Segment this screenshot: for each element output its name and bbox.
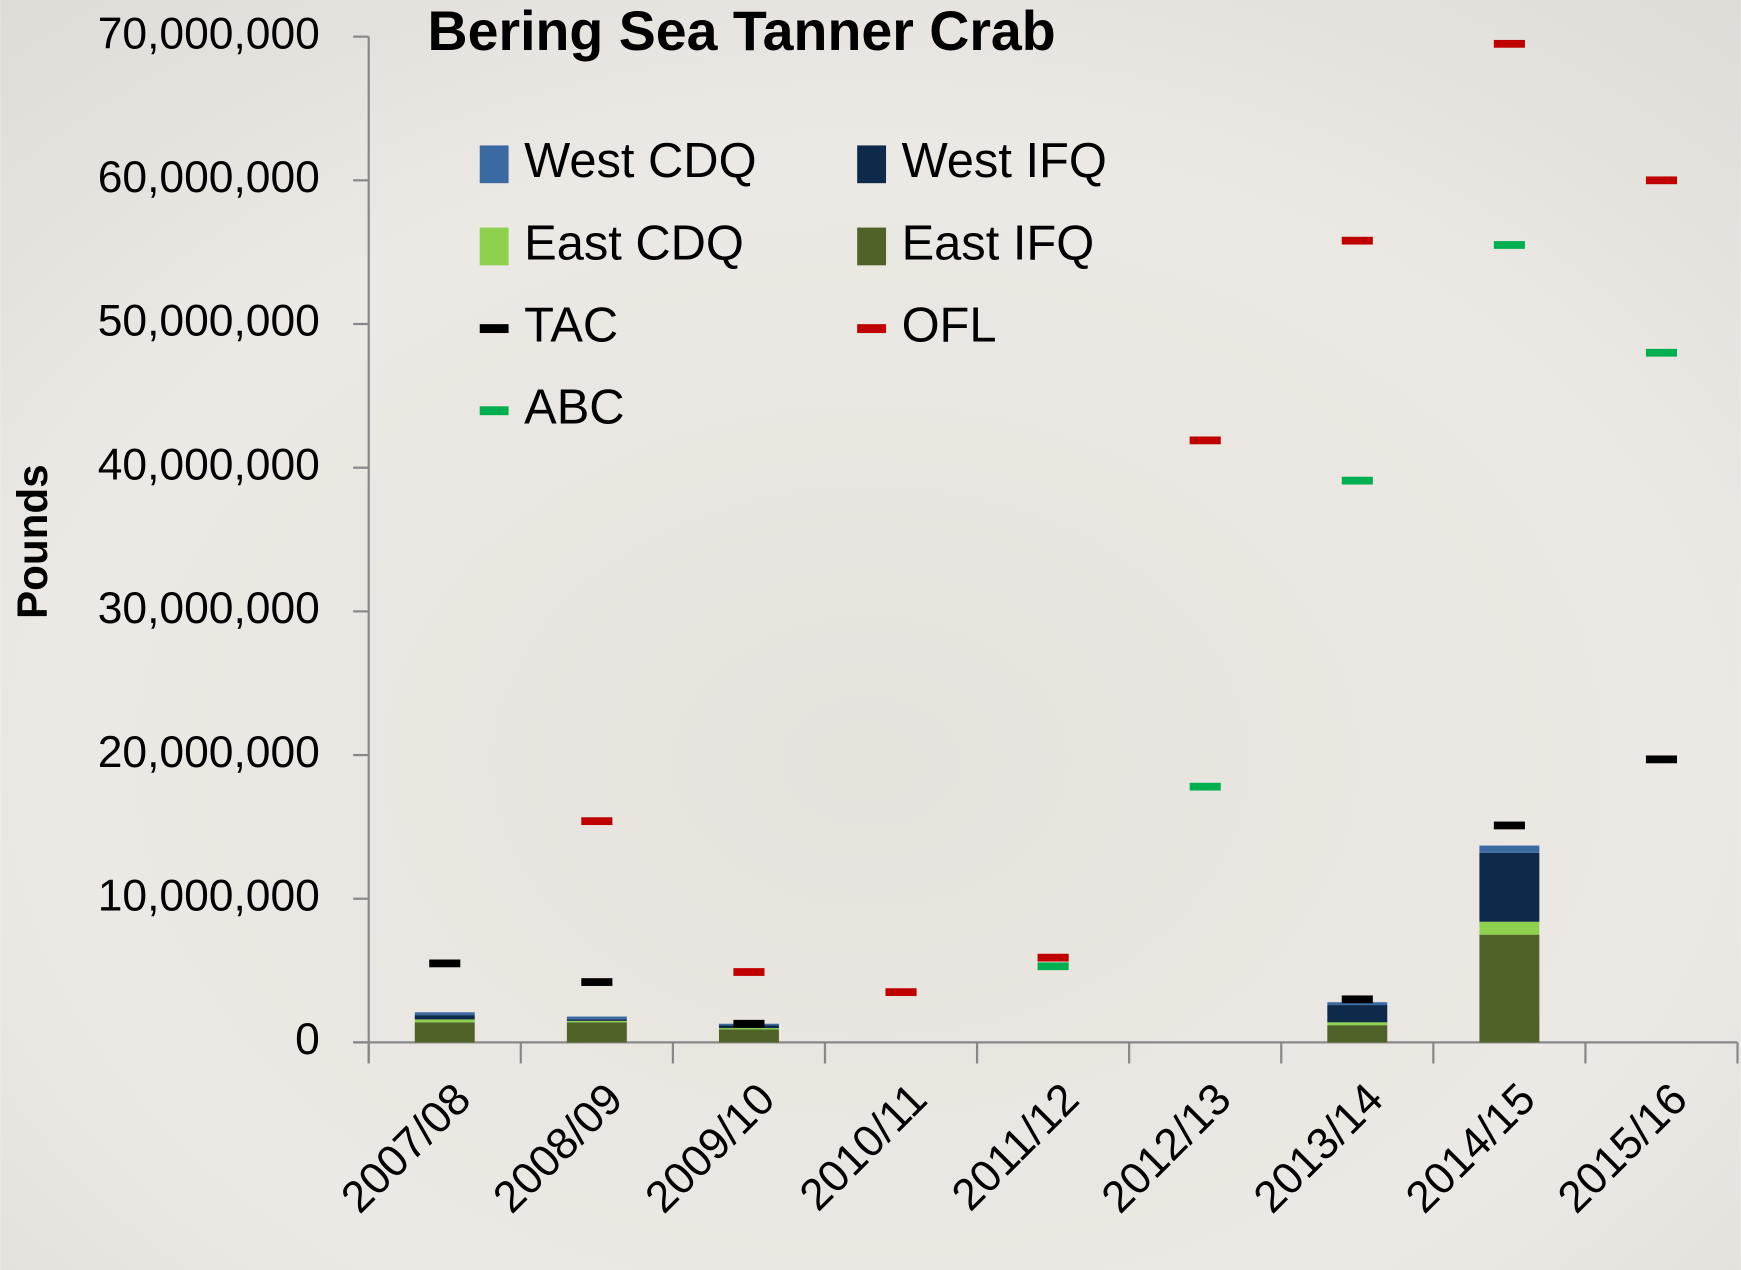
bar-segment	[415, 1022, 475, 1042]
y-tick-label: 10,000,000	[98, 871, 320, 920]
legend-swatch	[857, 228, 886, 266]
bar-segment	[1327, 1022, 1387, 1025]
legend-swatch	[480, 324, 509, 333]
marker	[1038, 962, 1069, 970]
legend-label: ABC	[524, 381, 624, 435]
marker	[1494, 241, 1525, 249]
marker	[1646, 349, 1677, 357]
y-tick-label: 0	[295, 1015, 320, 1064]
bar-segment	[1479, 846, 1539, 853]
bar-segment	[415, 1019, 475, 1022]
marker	[733, 968, 764, 976]
legend-swatch	[480, 228, 509, 266]
chart: Bering Sea Tanner Crab Pounds 0 10,000,00…	[0, 0, 1741, 1270]
bar-segment	[1479, 853, 1539, 922]
y-tick-label: 20,000,000	[98, 728, 320, 777]
legend-label: TAC	[524, 299, 618, 353]
marker	[1190, 437, 1221, 445]
bar-segment	[1479, 922, 1539, 935]
y-tick-label: 40,000,000	[98, 440, 320, 489]
y-tick-label: 50,000,000	[98, 297, 320, 346]
legend-swatch	[480, 406, 509, 415]
legend-label: East CDQ	[524, 216, 744, 270]
bar-segment	[567, 1022, 627, 1042]
marker	[1190, 783, 1221, 791]
bar-segment	[567, 1019, 627, 1020]
marker	[1646, 755, 1677, 763]
bar-segment	[719, 1029, 779, 1042]
marker	[1494, 822, 1525, 830]
legend-label: West CDQ	[524, 134, 756, 188]
legend-swatch	[857, 145, 886, 183]
marker	[1342, 995, 1373, 1003]
marker	[1038, 954, 1069, 962]
legend-swatch	[857, 324, 886, 333]
y-axis-label: Pounds	[9, 464, 56, 619]
bar-segment	[1327, 1025, 1387, 1042]
chart-title: Bering Sea Tanner Crab	[428, 0, 1056, 62]
marker	[581, 817, 612, 825]
marker	[429, 960, 460, 968]
bar-segment	[1327, 1005, 1387, 1022]
legend-label: East IFQ	[902, 216, 1095, 270]
marker	[1494, 40, 1525, 48]
bar-segment	[1479, 935, 1539, 1043]
marker	[1646, 176, 1677, 184]
marker	[733, 1020, 764, 1028]
y-tick-label: 70,000,000	[98, 9, 320, 58]
bar-segment	[415, 1015, 475, 1019]
bar-segment	[719, 1028, 779, 1029]
y-tick-label: 60,000,000	[98, 153, 320, 202]
legend-label: West IFQ	[902, 134, 1107, 188]
marker	[581, 978, 612, 986]
y-tick-label: 30,000,000	[98, 584, 320, 633]
legend-label: OFL	[902, 299, 997, 353]
marker	[1342, 477, 1373, 485]
bar-segment	[415, 1012, 475, 1015]
marker	[885, 988, 916, 996]
bar-segment	[567, 1017, 627, 1020]
marker	[1342, 237, 1373, 245]
legend-swatch	[480, 145, 509, 183]
bar-segment	[567, 1021, 627, 1022]
